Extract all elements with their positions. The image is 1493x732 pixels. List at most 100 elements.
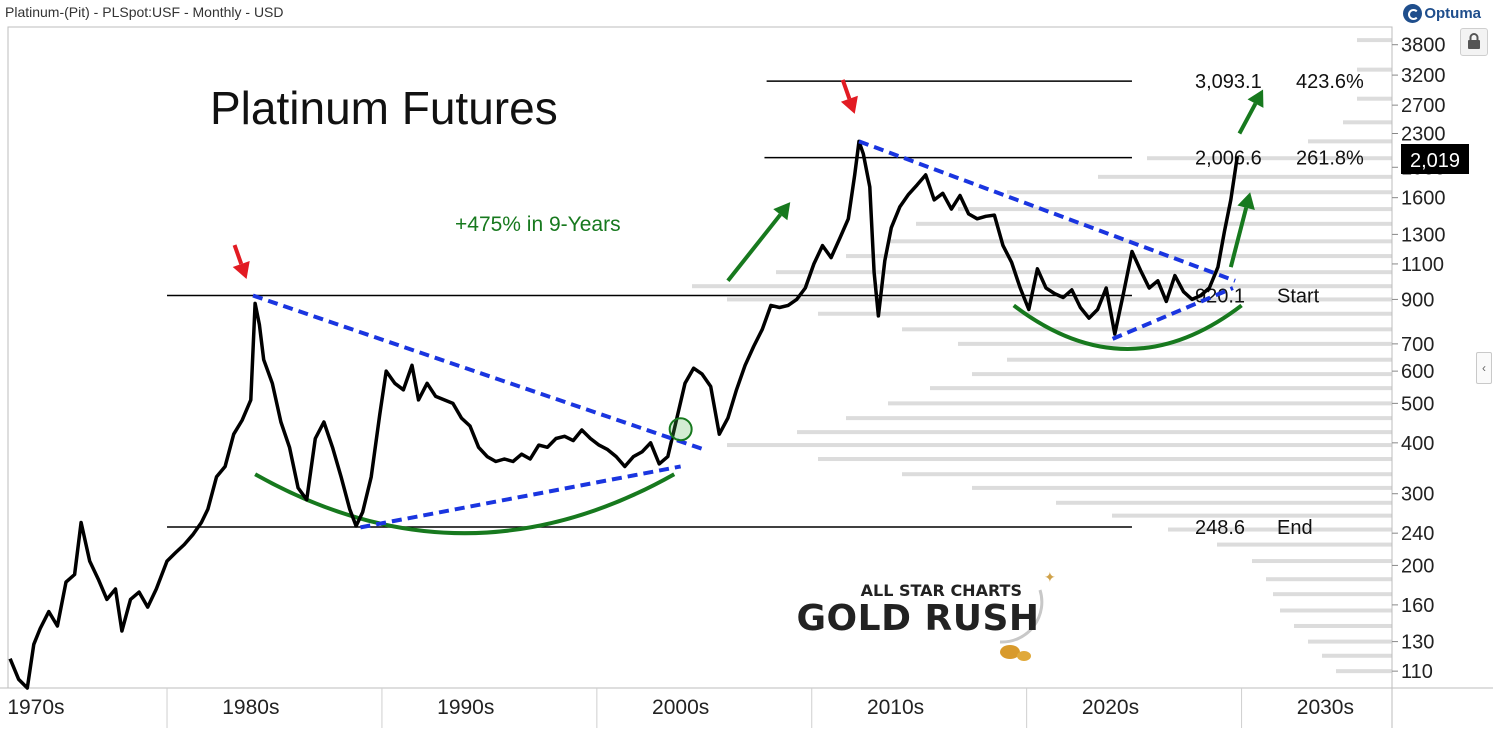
volume-bar xyxy=(727,443,1392,448)
green-arrow-icon xyxy=(1228,207,1249,268)
y-tick-label: 2700 xyxy=(1401,95,1446,117)
volume-bar xyxy=(846,254,1392,259)
volume-bar xyxy=(776,270,1392,275)
level-value-label: 3,093.1 xyxy=(1195,71,1262,93)
lock-icon xyxy=(1468,33,1480,49)
chevron-left-icon: ‹ xyxy=(1482,361,1486,375)
volume-bar xyxy=(1357,96,1392,101)
chart-header: Platinum-(Pit) - PLSpot:USF - Monthly - … xyxy=(0,0,1493,26)
y-tick-label: 400 xyxy=(1401,433,1434,455)
y-tick-label: 700 xyxy=(1401,334,1434,356)
volume-bar xyxy=(888,401,1392,406)
base-arcs xyxy=(254,303,1243,536)
volume-bar xyxy=(1336,669,1392,674)
x-tick-label: 2000s xyxy=(652,696,709,719)
y-tick-label: 240 xyxy=(1401,523,1434,545)
y-tick-label: 500 xyxy=(1401,393,1434,415)
y-tick-label: 110 xyxy=(1401,661,1433,683)
axes xyxy=(0,26,1493,728)
volume-bar xyxy=(1308,639,1392,644)
y-tick-label: 160 xyxy=(1401,595,1434,617)
y-tick-label: 200 xyxy=(1401,555,1434,577)
green-arrow-icon-head xyxy=(1237,192,1255,210)
watermark-line2: GOLD RUSH xyxy=(796,598,1039,639)
volume-bar xyxy=(1007,357,1392,362)
x-tick-label: 1970s xyxy=(7,696,64,719)
optuma-logo-icon xyxy=(1403,3,1423,23)
volume-bar xyxy=(1056,500,1392,505)
green-arrow-icon-head xyxy=(1247,89,1264,108)
red-arrow-icon xyxy=(840,79,852,100)
lock-button[interactable] xyxy=(1460,28,1488,56)
volume-bar xyxy=(1266,577,1392,582)
green-arrow-icon xyxy=(726,213,782,283)
volume-bar xyxy=(1322,653,1392,658)
volume-bar xyxy=(727,297,1392,302)
level-value-label: 248.6 xyxy=(1195,517,1245,539)
annotation-arrows xyxy=(232,79,1264,283)
volume-bar xyxy=(888,239,1392,244)
volume-bar xyxy=(1343,120,1392,125)
volume-bar xyxy=(797,430,1392,435)
x-tick-label: 2030s xyxy=(1297,696,1354,719)
x-tick-label: 1980s xyxy=(222,696,279,719)
y-tick-label: 600 xyxy=(1401,361,1434,383)
green-arrow-icon xyxy=(1237,102,1258,135)
volume-bar xyxy=(972,485,1392,490)
base-arc xyxy=(1012,303,1243,351)
volume-bar xyxy=(1007,190,1392,195)
level-value-label: 2,006.6 xyxy=(1195,148,1262,170)
breakout-circle-icon xyxy=(668,417,693,442)
volume-bar xyxy=(1294,623,1392,628)
svg-text:✦: ✦ xyxy=(1044,569,1056,585)
collapse-panel-button[interactable]: ‹ xyxy=(1476,352,1492,384)
chart-title: Platinum Futures xyxy=(210,82,558,134)
volume-bar xyxy=(1357,67,1392,72)
red-arrow-icon-head xyxy=(232,260,250,280)
volume-bar xyxy=(958,207,1392,212)
volume-bar xyxy=(692,284,1392,289)
price-series xyxy=(8,139,1240,690)
level-pct-label: 423.6% xyxy=(1296,71,1364,93)
last-price-badge: 2,019 xyxy=(1401,144,1469,174)
level-pct-label: Start xyxy=(1277,286,1320,308)
tick-labels: 3800320027002300190016001300110090070060… xyxy=(7,35,1445,719)
red-arrow-icon-head xyxy=(840,95,858,114)
trendline xyxy=(1111,286,1234,341)
y-tick-label: 3800 xyxy=(1401,35,1446,57)
level-pct-label: End xyxy=(1277,517,1313,539)
red-arrow-icon xyxy=(232,244,244,265)
price-line xyxy=(8,139,1240,690)
volume-bar xyxy=(846,416,1392,421)
volume-bar xyxy=(902,472,1392,477)
volume-bar xyxy=(916,221,1392,226)
volume-bar xyxy=(1252,559,1392,564)
fib-levels: 3,093.1 423.6% 2,006.6 261.8% 920.1 Start 248.… xyxy=(167,71,1364,539)
gain-annotation: +475% in 9-Years xyxy=(455,213,621,236)
volume-bar xyxy=(930,386,1392,391)
level-value-label: 920.1 xyxy=(1195,286,1245,308)
level-pct-label: 261.8% xyxy=(1296,148,1364,170)
volume-bar xyxy=(1273,592,1392,597)
y-tick-label: 1600 xyxy=(1401,188,1446,210)
volume-bar xyxy=(1098,174,1392,179)
y-tick-label: 3200 xyxy=(1401,65,1446,87)
last-price-label: 2,019 xyxy=(1410,150,1460,172)
x-tick-label: 1990s xyxy=(437,696,494,719)
gold-rush-watermark: ✦ ALL STAR CHARTS GOLD RUSH xyxy=(796,569,1056,661)
volume-bar xyxy=(1280,608,1392,613)
volume-bar xyxy=(1112,513,1392,518)
y-tick-label: 130 xyxy=(1401,632,1434,654)
base-arc xyxy=(254,472,676,536)
volume-bar xyxy=(1308,139,1392,144)
y-tick-label: 1100 xyxy=(1401,254,1444,276)
optuma-brand: Optuma xyxy=(1403,3,1481,23)
volume-bar xyxy=(1168,527,1392,532)
y-tick-label: 900 xyxy=(1401,289,1434,311)
volume-bar xyxy=(818,311,1392,316)
volume-profile xyxy=(692,38,1392,674)
volume-bar xyxy=(902,327,1392,332)
y-tick-label: 300 xyxy=(1401,484,1434,506)
trendlines xyxy=(252,139,1236,530)
